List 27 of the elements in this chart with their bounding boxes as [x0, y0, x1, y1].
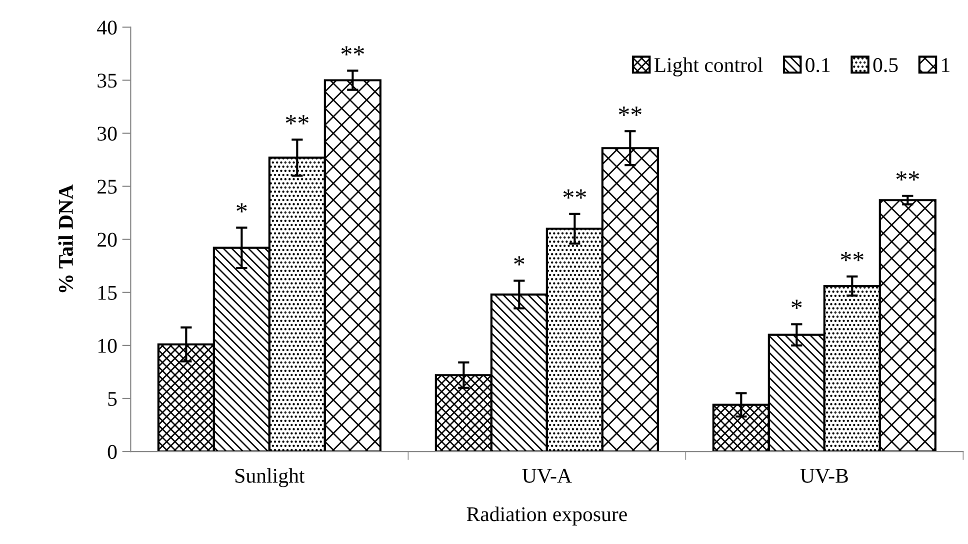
legend-label: 0.5	[873, 58, 898, 72]
annotation: **	[840, 252, 864, 262]
x-axis-title: Radiation exposure	[466, 506, 627, 526]
annotation: **	[563, 189, 586, 199]
annotation: *	[792, 300, 802, 309]
annotation: **	[896, 171, 919, 181]
y-tick-label: 25	[98, 180, 117, 194]
annotation: *	[236, 203, 247, 212]
legend-label: Light control	[654, 57, 763, 76]
y-tick-label: 35	[98, 74, 117, 88]
legend-label: 0.1	[806, 58, 830, 72]
x-tick-label: Sunlight	[236, 468, 305, 488]
annotation: **	[341, 46, 364, 56]
annotation: **	[286, 115, 308, 124]
legend-label: 1	[942, 58, 950, 72]
y-tick-label: 15	[98, 286, 117, 300]
y-tick-label: 10	[98, 338, 117, 353]
x-tick-label: UV-B	[800, 469, 848, 483]
annotation: **	[618, 106, 642, 116]
y-tick-label: 0	[108, 444, 117, 459]
y-tick-label: 5	[108, 392, 117, 406]
y-tick-label: 40	[97, 20, 117, 35]
y-tick-label: 20	[98, 232, 117, 247]
annotation: *	[514, 256, 524, 266]
y-axis-title: % Tail DNA	[58, 184, 74, 292]
x-tick-label: UV-A	[522, 468, 572, 483]
y-tick-label: 30	[98, 126, 117, 141]
